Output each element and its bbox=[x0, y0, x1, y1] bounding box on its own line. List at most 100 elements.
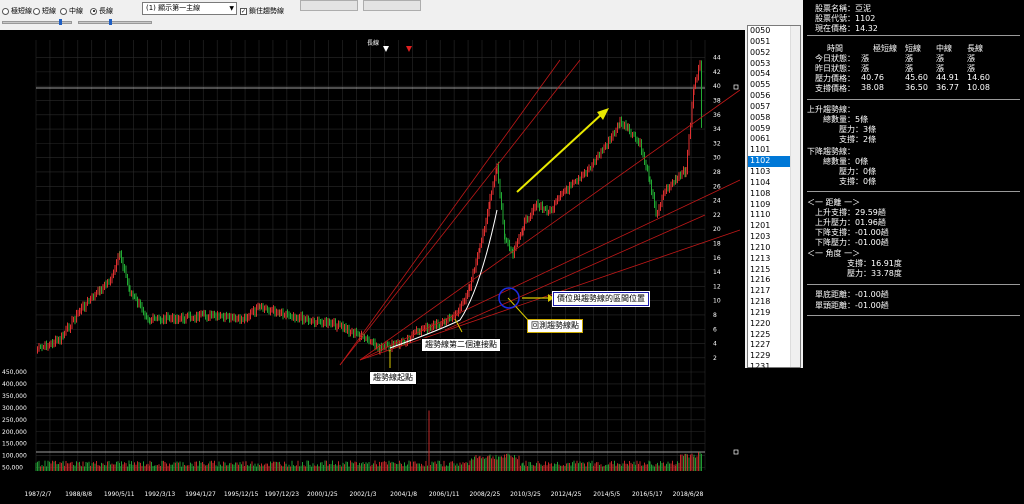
trend-line bbox=[359, 179, 741, 361]
list-scrollbar[interactable] bbox=[790, 26, 800, 367]
stock-list[interactable]: 0050 0051 0052 0053 0054 0055 0056 0057 0058 0059… bbox=[747, 25, 801, 382]
trend-line bbox=[359, 229, 741, 361]
stock-list-item[interactable]: 1227 bbox=[750, 340, 771, 350]
table-cell: 10.08 bbox=[967, 83, 990, 92]
table-header-cell: 極短線 bbox=[873, 44, 897, 53]
date-tick-label: 1987/2/7 bbox=[25, 491, 52, 498]
stock-list-item[interactable]: 1217 bbox=[750, 286, 771, 296]
radio-ultra-short[interactable]: 極短線 bbox=[2, 6, 32, 16]
stock-list-item[interactable]: 0057 bbox=[750, 101, 771, 111]
price-tick-label: 26 bbox=[713, 183, 721, 190]
stock-list-item[interactable]: 1225 bbox=[750, 329, 771, 339]
trend-direction-arrow bbox=[516, 112, 604, 193]
trend-direction-arrow-head bbox=[597, 108, 609, 120]
list-footer-area bbox=[745, 368, 803, 504]
price-tick-label: 30 bbox=[713, 155, 721, 162]
slider-left-thumb[interactable] bbox=[59, 19, 62, 25]
current-price: 現在價格：14.32 bbox=[815, 24, 878, 33]
divider bbox=[807, 315, 1020, 316]
radio-long[interactable]: 長線 bbox=[90, 6, 113, 16]
table-header-cell: 時間 bbox=[827, 44, 843, 53]
line-select-dropdown[interactable]: (1) 顯示第一主線 ▼ bbox=[142, 2, 237, 15]
date-tick-label: 2010/3/25 bbox=[510, 491, 541, 498]
down-trend-row: 總數量：0條 bbox=[823, 157, 869, 166]
price-tick-label: 22 bbox=[713, 212, 721, 219]
annotation-retest-point: 回測趨勢線點 bbox=[527, 319, 583, 333]
volume-tick-label: 300,000 bbox=[2, 405, 27, 412]
price-tick-label: 16 bbox=[713, 255, 721, 262]
price-tick-label: 6 bbox=[713, 326, 717, 333]
volume-tick-label: 400,000 bbox=[2, 381, 27, 388]
stock-list-item[interactable]: 0054 bbox=[750, 69, 771, 79]
stock-list-item[interactable]: 1220 bbox=[750, 318, 771, 328]
stock-list-item[interactable]: 0052 bbox=[750, 47, 771, 57]
date-tick-label: 2008/2/25 bbox=[469, 491, 500, 498]
volume-tick-label: 150,000 bbox=[2, 441, 27, 448]
stock-list-item[interactable]: 0058 bbox=[750, 112, 771, 122]
stock-list-item[interactable]: 1203 bbox=[750, 232, 771, 242]
stock-list-item[interactable]: 1219 bbox=[750, 307, 771, 317]
stock-list-item[interactable]: 1103 bbox=[750, 166, 771, 176]
up-trend-row: 支撐：2條 bbox=[839, 135, 877, 144]
chevron-down-icon: ▼ bbox=[229, 5, 234, 12]
stock-list-item[interactable]: 1218 bbox=[750, 297, 771, 307]
stock-list-item[interactable]: 1215 bbox=[750, 264, 771, 274]
trend-line bbox=[339, 59, 561, 366]
stock-list-item[interactable]: 1229 bbox=[750, 351, 771, 361]
divider bbox=[807, 99, 1020, 100]
price-tick-label: 40 bbox=[713, 83, 721, 90]
slider-right[interactable] bbox=[78, 21, 152, 24]
lock-trendline-checkbox[interactable]: ✓ 鎖住趨勢線 bbox=[240, 6, 284, 16]
stock-list-item[interactable]: 1201 bbox=[750, 221, 771, 231]
distance-row: 下降支撐：-01.00趟 bbox=[815, 228, 889, 237]
price-tick-label: 2 bbox=[713, 355, 717, 362]
angle-row: 壓力：33.78度 bbox=[847, 269, 902, 278]
stock-list-item[interactable]: 1101 bbox=[750, 145, 771, 155]
stock-list-item[interactable]: 0056 bbox=[750, 91, 771, 101]
volume-tick-label: 350,000 bbox=[2, 393, 27, 400]
volume-tick-label: 200,000 bbox=[2, 429, 27, 436]
stock-name: 股票名稱：亞泥 bbox=[815, 4, 871, 13]
stock-list-item[interactable]: 0055 bbox=[750, 80, 771, 90]
stock-list-item[interactable]: 0059 bbox=[750, 123, 771, 133]
volume-tick-label: 100,000 bbox=[2, 453, 27, 460]
table-cell: 38.08 bbox=[861, 83, 884, 92]
stock-list-item[interactable]: 1108 bbox=[750, 188, 771, 198]
toolbar: 極短線 短線 中線 長線 (1) 顯示第一主線 ▼ ✓ 鎖住趨勢線 bbox=[0, 0, 745, 30]
price-tick-label: 34 bbox=[713, 126, 721, 133]
date-tick-label: 2016/5/17 bbox=[632, 491, 663, 498]
radio-label: 短線 bbox=[42, 7, 56, 15]
retest-circle bbox=[498, 287, 520, 309]
stock-list-item[interactable]: 0053 bbox=[750, 58, 771, 68]
annotation-zone-position: 價位與趨勢線的區間位置 bbox=[552, 291, 650, 307]
stock-chart[interactable]: 44 42 40 38 36 34 32 30 28 26 24 22 20 18 16 14 12 10 8 6 4 2… bbox=[0, 30, 745, 504]
up-trend-row: 總數量：5條 bbox=[823, 115, 869, 124]
radio-short[interactable]: 短線 bbox=[33, 6, 56, 16]
stock-list-item[interactable]: 1102 bbox=[748, 156, 800, 167]
stock-list-item[interactable]: 1231 bbox=[750, 362, 771, 372]
stock-list-item[interactable]: 1110 bbox=[750, 210, 771, 220]
table-cell: 昨日狀態： bbox=[815, 64, 855, 73]
arrow-retest-point bbox=[507, 297, 529, 321]
toolbar-button-2[interactable] bbox=[363, 0, 421, 11]
date-tick-label: 2006/1/11 bbox=[429, 491, 460, 498]
stock-list-item[interactable]: 1213 bbox=[750, 253, 771, 263]
stock-list-item[interactable]: 0050 bbox=[750, 26, 771, 35]
slider-right-thumb[interactable] bbox=[109, 19, 112, 25]
stock-list-item[interactable]: 1210 bbox=[750, 242, 771, 252]
table-cell: 漲 bbox=[967, 64, 975, 73]
toolbar-button-1[interactable] bbox=[300, 0, 358, 11]
stock-list-item[interactable]: 0061 bbox=[750, 134, 771, 144]
stock-list-item[interactable]: 1109 bbox=[750, 199, 771, 209]
price-tick-label: 18 bbox=[713, 240, 721, 247]
date-tick-label: 2000/1/25 bbox=[307, 491, 338, 498]
stock-list-items: 0050 0051 0052 0053 0054 0055 0056 0057 0058 0059… bbox=[748, 26, 800, 384]
slider-left[interactable] bbox=[2, 21, 72, 24]
date-tick-label: 1992/3/13 bbox=[144, 491, 175, 498]
radio-mid[interactable]: 中線 bbox=[60, 6, 83, 16]
table-cell: 14.60 bbox=[967, 73, 990, 82]
stock-list-item[interactable]: 1216 bbox=[750, 275, 771, 285]
stock-list-item[interactable]: 0051 bbox=[750, 36, 771, 46]
table-cell: 漲 bbox=[861, 64, 869, 73]
stock-list-item[interactable]: 1104 bbox=[750, 177, 771, 187]
